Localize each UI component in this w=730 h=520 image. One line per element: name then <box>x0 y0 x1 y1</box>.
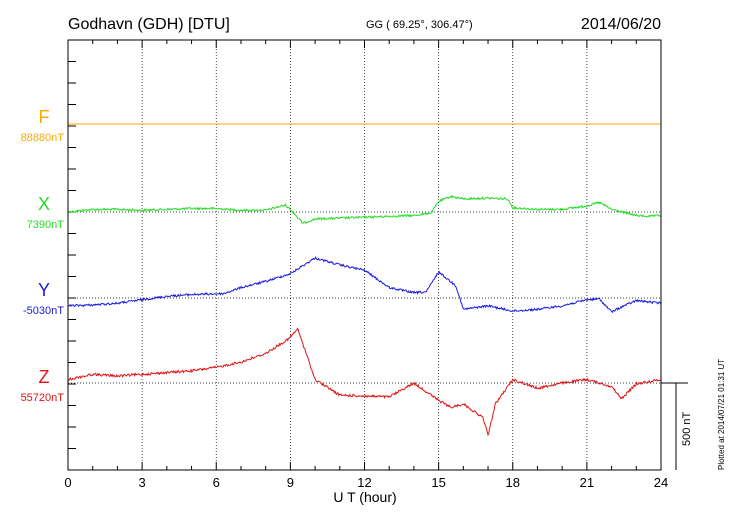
plotted-timestamp: Plotted at 2014/07/21 01:31 UT <box>717 359 726 470</box>
x-tick-label: 3 <box>139 475 146 490</box>
station-coords: GG ( 69.25°, 306.47°) <box>366 19 473 31</box>
x-tick-label: 18 <box>506 475 520 490</box>
plot-frame <box>67 39 662 471</box>
series-labels: F 88880nT X 7390nT Y -5030nT Z 55720nT <box>21 107 65 404</box>
series-layer <box>67 123 661 437</box>
x-tick-labels: 0 3 6 9 12 15 18 21 24 <box>64 475 668 490</box>
grid <box>68 40 661 470</box>
x-tick-label: 24 <box>654 475 668 490</box>
series-name-F: F <box>39 107 50 127</box>
x-tick-label: 21 <box>580 475 594 490</box>
x-tick-label: 12 <box>357 475 371 490</box>
series-name-Z: Z <box>39 367 50 387</box>
series-line-Y <box>67 256 661 314</box>
x-tick-label: 15 <box>431 475 445 490</box>
series-baseline-Z: 55720nT <box>21 392 65 404</box>
station-title: Godhavn (GDH) [DTU] <box>68 16 230 33</box>
series-name-X: X <box>38 194 50 214</box>
series-line-X <box>67 194 661 225</box>
series-baseline-X: 7390nT <box>27 219 65 231</box>
scale-bar-label: 500 nT <box>681 411 693 446</box>
x-tick-label: 6 <box>213 475 220 490</box>
x-axis-label: U T (hour) <box>333 489 396 505</box>
x-tick-label: 0 <box>64 475 71 490</box>
plot-date: 2014/06/20 <box>581 16 661 33</box>
axis-ticks <box>67 39 662 471</box>
series-line-Z <box>67 327 661 437</box>
x-tick-label: 9 <box>287 475 294 490</box>
series-name-Y: Y <box>38 280 50 300</box>
series-baseline-Y: -5030nT <box>23 305 64 317</box>
scale-bar: 500 nT <box>661 382 693 470</box>
series-baseline-F: 88880nT <box>21 132 65 144</box>
